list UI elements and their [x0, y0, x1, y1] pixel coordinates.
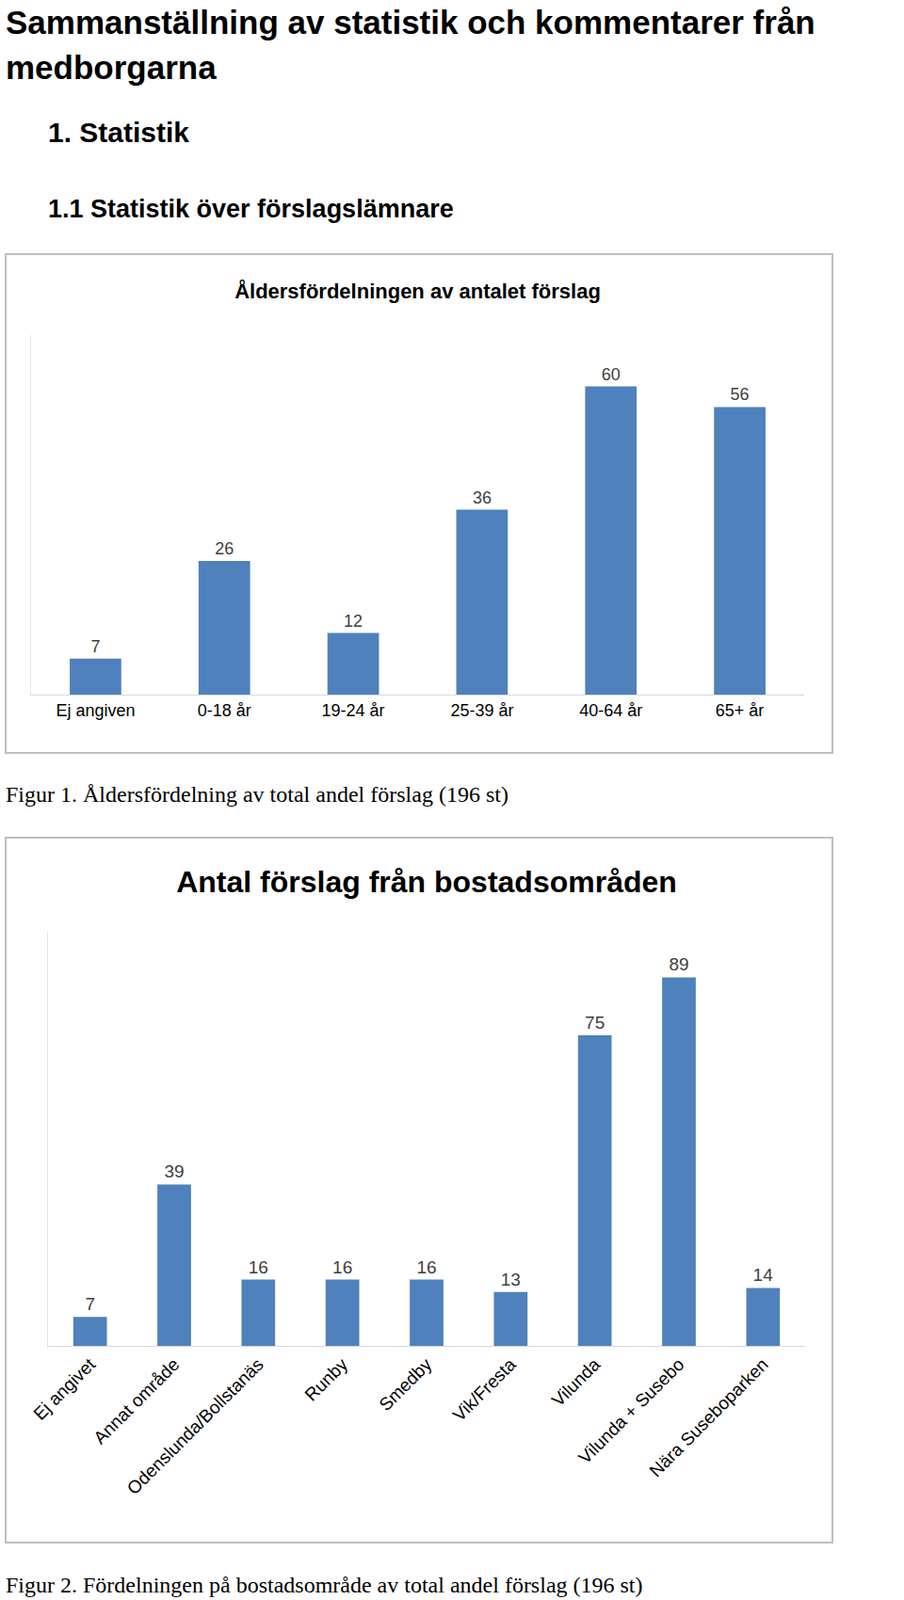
- svg-text:0-18 år: 0-18 år: [197, 701, 252, 721]
- html-text:Sammanställning av statistik o: Sammanställning av statistik och komment…: [5, 3, 816, 86]
- svg-text:Åldersfördelningen av antalet: Åldersfördelningen av antalet förslag: [234, 278, 601, 304]
- svg-text:Vilunda + Susebo: Vilunda + Susebo: [574, 1355, 688, 1469]
- svg-text:65+ år: 65+ år: [715, 701, 765, 721]
- svg-text:75: 75: [584, 1013, 605, 1034]
- svg-text:12: 12: [343, 612, 363, 631]
- svg-text:36: 36: [472, 488, 492, 508]
- svg-text:Nära Suseboparken: Nära Suseboparken: [645, 1355, 773, 1482]
- svg-text:16: 16: [248, 1258, 269, 1278]
- svg-text:40-64 år: 40-64 år: [579, 701, 643, 721]
- svg-text:Runby: Runby: [301, 1355, 353, 1406]
- svg-text:60: 60: [601, 365, 621, 385]
- svg-text:Antal förslag från bostadsområ: Antal förslag från bostadsområden: [176, 865, 678, 900]
- html-text:Figur 2. Fördelningen på bosta: Figur 2. Fördelningen på bostadsområde a…: [5, 1573, 643, 1599]
- svg-text:Vilunda: Vilunda: [548, 1355, 605, 1412]
- svg-text:Vik/Fresta: Vik/Fresta: [449, 1355, 520, 1426]
- svg-text:89: 89: [668, 954, 689, 975]
- svg-text:Odenslunda/Bollstanäs: Odenslunda/Bollstanäs: [123, 1355, 268, 1500]
- svg-text:Ej angiven: Ej angiven: [55, 701, 135, 721]
- svg-text:39: 39: [163, 1162, 184, 1182]
- svg-text:13: 13: [500, 1270, 521, 1291]
- html-text:1. Statistik: 1. Statistik: [48, 116, 190, 148]
- svg-text:26: 26: [214, 539, 234, 559]
- svg-text:7: 7: [90, 637, 100, 657]
- html-text:1.1 Statistik över förslagsläm: 1.1 Statistik över förslagslämnare: [48, 194, 454, 224]
- svg-text:Smedby: Smedby: [374, 1355, 436, 1416]
- svg-text:56: 56: [730, 385, 750, 404]
- svg-text:Annat område: Annat område: [89, 1355, 183, 1449]
- svg-text:16: 16: [416, 1258, 436, 1278]
- html-text:Figur 1. Åldersfördelning av t: Figur 1. Åldersfördelning av total andel…: [5, 782, 509, 808]
- svg-text:19-24 år: 19-24 år: [322, 701, 386, 721]
- svg-text:Ej angivet: Ej angivet: [29, 1354, 99, 1424]
- svg-text:16: 16: [332, 1258, 353, 1278]
- svg-text:25-39 år: 25-39 år: [450, 701, 514, 721]
- svg-text:14: 14: [753, 1265, 775, 1286]
- svg-text:7: 7: [84, 1294, 96, 1315]
